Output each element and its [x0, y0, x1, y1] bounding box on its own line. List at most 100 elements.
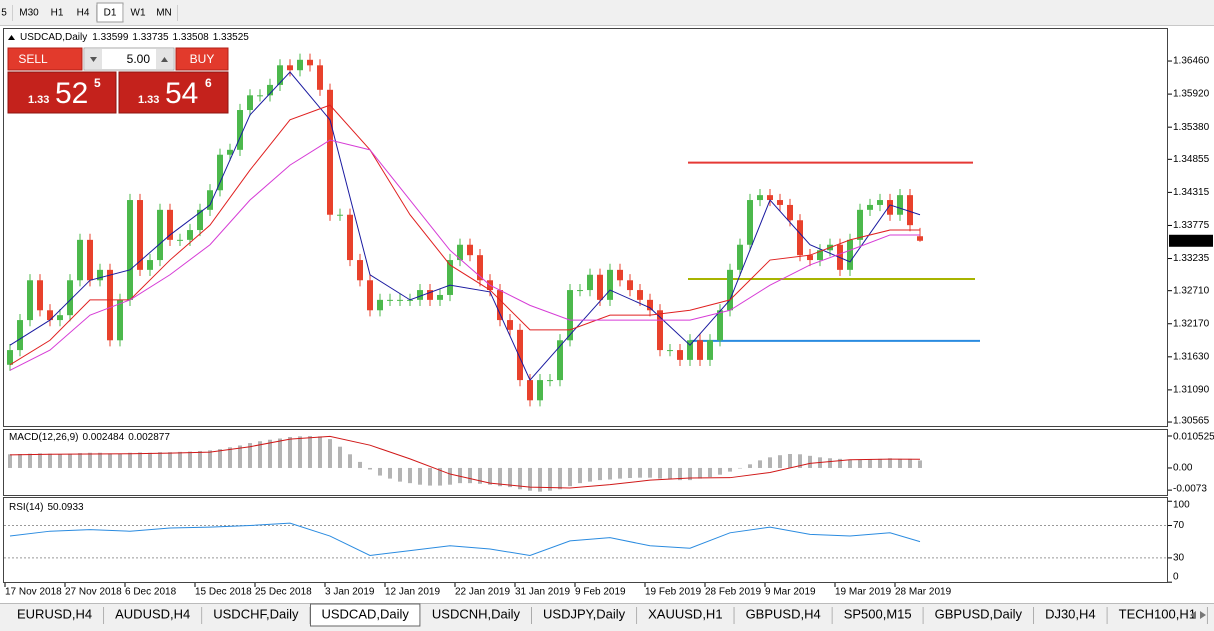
timeframe-button[interactable] — [151, 3, 177, 22]
date-label: 28 Feb 2019 — [705, 587, 762, 598]
timeframe-button[interactable] — [70, 3, 96, 22]
macd-bar — [788, 453, 792, 468]
symbol-tab[interactable] — [1107, 604, 1207, 626]
candle-body — [887, 200, 893, 215]
tabs-scroll-right[interactable] — [1200, 611, 1206, 619]
timeframe-button[interactable] — [14, 3, 44, 22]
symbol-tab[interactable] — [532, 604, 637, 626]
macd-bar — [408, 467, 412, 484]
tabs-scroll-left[interactable] — [1190, 611, 1196, 619]
y-tick-label: 1.35380 — [1173, 122, 1210, 133]
symbol-tab[interactable] — [6, 604, 104, 626]
macd-bar — [68, 453, 72, 468]
macd-bar — [48, 453, 52, 468]
candle-body — [537, 380, 543, 401]
candle-body — [437, 294, 443, 300]
macd-bar — [578, 467, 582, 484]
candle-body — [897, 195, 903, 215]
macd-bar — [398, 467, 402, 482]
candle-body — [137, 200, 143, 270]
symbol-tab-label: TECH100,H1 — [1119, 606, 1196, 621]
buy-button[interactable] — [175, 47, 229, 71]
last-high: 1.33735 — [132, 32, 169, 43]
y-tick-label: 1.31090 — [1173, 385, 1210, 396]
rsi-title: RSI(14) — [9, 502, 43, 513]
macd-bar — [538, 467, 542, 492]
last-open: 1.33599 — [92, 32, 129, 43]
macd-bar — [508, 467, 512, 488]
y-tick-label: 1.34855 — [1173, 154, 1210, 165]
candle-body — [167, 209, 173, 240]
y-tick-label: 1.36460 — [1173, 56, 1210, 67]
chart-header: USDCAD,Daily 1.33599 1.33735 1.33508 1.33525 — [20, 32, 249, 43]
collapse-icon[interactable] — [8, 35, 15, 40]
candle-body — [57, 315, 63, 321]
macd-bar — [78, 453, 82, 468]
buy-label: BUY — [190, 52, 215, 66]
signal-last: 0.002877 — [128, 432, 170, 443]
macd-bar — [488, 467, 492, 485]
candle-body — [7, 350, 13, 365]
plot-layer: 1.364601.359201.353801.348551.343151.337… — [4, 53, 1214, 598]
symbol-tab[interactable] — [1034, 604, 1107, 626]
candle-body — [917, 236, 923, 241]
moving-average — [9, 71, 921, 381]
candle-body — [327, 89, 333, 215]
symbol-tab[interactable] — [104, 604, 202, 626]
symbol-tab[interactable] — [734, 604, 832, 626]
macd-bar — [158, 452, 162, 468]
candle-body — [507, 320, 513, 330]
candle-body — [427, 290, 433, 300]
macd-bar — [898, 458, 902, 468]
candle-body — [557, 340, 563, 381]
macd-bar — [558, 467, 562, 490]
timeframe-button[interactable] — [0, 3, 12, 22]
macd-bar — [8, 454, 12, 468]
macd-bar — [358, 461, 362, 468]
symbol-tab[interactable] — [420, 604, 532, 626]
date-label: 9 Mar 2019 — [765, 587, 816, 598]
timeframe-button[interactable] — [125, 3, 151, 22]
macd-bar — [708, 467, 712, 478]
candle-body — [567, 290, 573, 341]
macd-bar — [178, 451, 182, 468]
sell-price-box[interactable] — [7, 71, 117, 114]
candle-body — [147, 260, 153, 270]
symbol-tab[interactable] — [923, 604, 1034, 626]
candle-body — [517, 329, 523, 381]
macd-bar — [688, 467, 692, 481]
macd-bar — [258, 441, 262, 468]
macd-bar — [658, 467, 662, 479]
macd-bar — [298, 436, 302, 468]
timeframe-button[interactable] — [44, 3, 70, 22]
y-tick-label: 1.33235 — [1173, 253, 1210, 264]
candle-body — [657, 310, 663, 351]
y-tick-label: 1.35920 — [1173, 89, 1210, 100]
sell-button[interactable] — [7, 47, 83, 71]
macd-bar — [718, 467, 722, 475]
symbol-tab[interactable] — [832, 604, 923, 626]
macd-bar — [248, 443, 252, 468]
macd-bar — [608, 467, 612, 480]
candle-body — [317, 65, 323, 90]
date-label: 3 Jan 2019 — [325, 587, 375, 598]
macd-bar — [238, 445, 242, 468]
last-price-box — [1169, 234, 1213, 247]
buy-price-box[interactable] — [118, 71, 229, 114]
symbol-tab[interactable] — [637, 604, 734, 626]
macd-bar — [308, 436, 312, 468]
candle-body — [67, 280, 73, 316]
candle-body — [637, 290, 643, 300]
macd-bar — [828, 458, 832, 468]
symbol-tab[interactable] — [1207, 604, 1214, 626]
macd-bar — [348, 454, 352, 468]
y-tick-label: 1.30565 — [1173, 416, 1210, 427]
symbol-tab-label: XAUUSD,H1 — [648, 606, 722, 621]
candle-body — [577, 290, 583, 292]
symbol-tab[interactable] — [202, 604, 310, 626]
date-label: 19 Mar 2019 — [835, 587, 892, 598]
macd-bar — [908, 458, 912, 468]
timeframe-label: M30 — [19, 8, 39, 19]
lot-input[interactable] — [83, 47, 175, 71]
